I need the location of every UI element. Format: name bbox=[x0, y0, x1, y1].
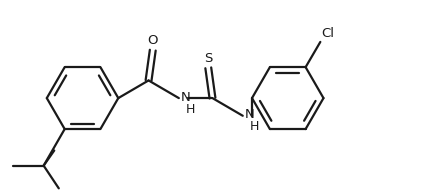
Text: H: H bbox=[186, 103, 195, 116]
Text: O: O bbox=[147, 34, 158, 47]
Text: S: S bbox=[204, 52, 212, 65]
Text: Cl: Cl bbox=[321, 27, 334, 40]
Text: H: H bbox=[250, 120, 259, 133]
Text: N: N bbox=[181, 91, 190, 104]
Text: N: N bbox=[245, 108, 255, 121]
